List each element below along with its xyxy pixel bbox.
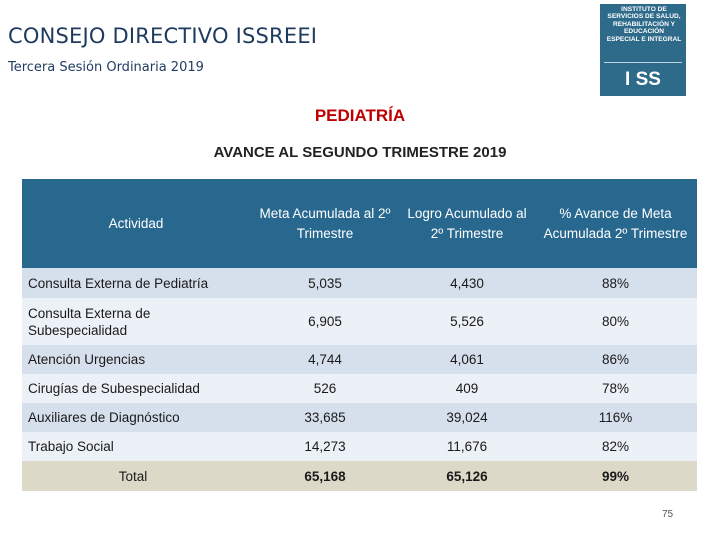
logo-mark: I SS — [625, 69, 661, 90]
cell-actividad: Trabajo Social — [22, 432, 250, 461]
cell-total-label: Total — [22, 461, 250, 491]
report-subtitle: AVANCE AL SEGUNDO TRIMESTRE 2019 — [213, 144, 507, 161]
cell-meta: 33,685 — [250, 403, 400, 432]
table-row: Atención Urgencias 4,744 4,061 86% — [22, 345, 697, 374]
logo-line: SERVICIOS DE SALUD, — [607, 13, 681, 21]
issreei-logo: INSTITUTO DE SERVICIOS DE SALUD, REHABIL… — [600, 4, 686, 96]
cell-avance: 88% — [534, 268, 697, 298]
table-row: Cirugías de Subespecialidad 526 409 78% — [22, 374, 697, 403]
logo-divider — [604, 62, 682, 63]
table-row: Trabajo Social 14,273 11,676 82% — [22, 432, 697, 461]
header-actividad: Actividad — [22, 179, 250, 268]
cell-logro: 5,526 — [400, 298, 534, 345]
table-row: Consulta Externa de Pediatría 5,035 4,43… — [22, 268, 697, 298]
section-title: PEDIATRÍA — [314, 106, 406, 125]
cell-avance: 80% — [534, 298, 697, 345]
table-row: Consulta Externa de Subespecialidad 6,90… — [22, 298, 697, 345]
cell-logro: 4,430 — [400, 268, 534, 298]
logo-line: EDUCACIÓN — [624, 28, 664, 36]
cell-actividad: Cirugías de Subespecialidad — [22, 374, 250, 403]
cell-logro: 4,061 — [400, 345, 534, 374]
logo-line: REHABILITACIÓN Y — [612, 20, 676, 28]
document-title: CONSEJO DIRECTIVO ISSREEI — [8, 24, 318, 48]
cell-total-logro: 65,126 — [400, 461, 534, 491]
header-logro: Logro Acumulado al 2º Trimestre — [400, 179, 534, 268]
logo-line: ESPECIAL E INTEGRAL — [606, 35, 682, 43]
cell-actividad: Atención Urgencias — [22, 345, 250, 374]
progress-table: Actividad Meta Acumulada al 2º Trimestre… — [22, 179, 697, 491]
cell-meta: 4,744 — [250, 345, 400, 374]
cell-logro: 409 — [400, 374, 534, 403]
header-meta: Meta Acumulada al 2º Trimestre — [250, 179, 400, 268]
cell-total-meta: 65,168 — [250, 461, 400, 491]
logo-text: INSTITUTO DE SERVICIOS DE SALUD, REHABIL… — [604, 6, 684, 43]
page-number: 75 — [662, 509, 674, 520]
cell-meta: 14,273 — [250, 432, 400, 461]
cell-avance: 78% — [534, 374, 697, 403]
header-avance: % Avance de Meta Acumulada 2º Trimestre — [534, 179, 697, 268]
total-row: Total 65,168 65,126 99% — [22, 461, 697, 491]
table-row: Auxiliares de Diagnóstico 33,685 39,024 … — [22, 403, 697, 432]
session-subtitle: Tercera Sesión Ordinaria 2019 — [8, 60, 204, 75]
cell-meta: 526 — [250, 374, 400, 403]
cell-meta: 6,905 — [250, 298, 400, 345]
cell-actividad: Consulta Externa de Pediatría — [22, 268, 250, 298]
cell-total-avance: 99% — [534, 461, 697, 491]
table-header-row: Actividad Meta Acumulada al 2º Trimestre… — [22, 179, 697, 268]
cell-actividad: Auxiliares de Diagnóstico — [22, 403, 250, 432]
cell-avance: 86% — [534, 345, 697, 374]
cell-avance: 82% — [534, 432, 697, 461]
cell-logro: 39,024 — [400, 403, 534, 432]
cell-actividad: Consulta Externa de Subespecialidad — [22, 298, 250, 345]
cell-avance: 116% — [534, 403, 697, 432]
cell-meta: 5,035 — [250, 268, 400, 298]
logo-line: INSTITUTO DE — [621, 6, 667, 13]
cell-logro: 11,676 — [400, 432, 534, 461]
